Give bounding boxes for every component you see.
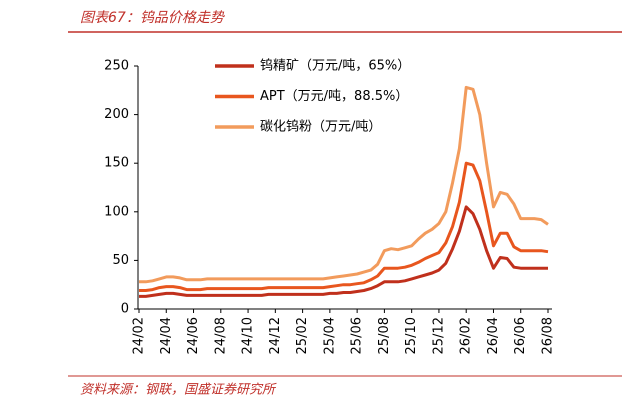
x-tick-label: 24/10: [241, 317, 256, 354]
x-tick-label: 26/06: [513, 317, 528, 354]
x-tick-label: 25/10: [404, 317, 419, 354]
header-title: 图表67：钨品价格走势: [80, 10, 226, 26]
series-line: [139, 161, 549, 292]
x-tick-label: 26/04: [486, 317, 501, 354]
source: 资料来源：钢联，国盛证券研究所: [80, 382, 277, 398]
y-tick-label: 50: [112, 253, 129, 268]
series-line: [139, 205, 548, 298]
series-line: [139, 85, 549, 284]
x-tick-label: 26/08: [541, 317, 556, 354]
x-tick-label: 25/06: [350, 317, 365, 354]
x-tick-label: 24/06: [186, 317, 201, 354]
y-tick-label: 0: [121, 302, 129, 317]
x-tick-label: 25/12: [431, 317, 446, 354]
legend-label: 钨精矿（万元/吨，65%）: [260, 58, 410, 74]
legend-label: APT（万元/吨，88.5%）: [260, 89, 408, 104]
y-tick-label: 150: [104, 156, 129, 171]
legend-label: 碳化钨粉（万元/吨）: [260, 119, 381, 135]
x-tick-label: 25/02: [295, 317, 310, 354]
x-tick-label: 25/08: [377, 317, 392, 354]
x-tick-label: 24/08: [213, 317, 228, 354]
y-tick-label: 200: [104, 107, 129, 122]
x-tick-label: 24/02: [132, 317, 147, 354]
y-tick-label: 100: [104, 204, 129, 219]
y-tick-label: 250: [104, 59, 129, 74]
x-tick-label: 24/04: [159, 317, 174, 354]
x-tick-label: 26/02: [459, 317, 474, 354]
x-tick-label: 25/04: [322, 317, 337, 354]
x-tick-label: 24/12: [268, 317, 283, 354]
